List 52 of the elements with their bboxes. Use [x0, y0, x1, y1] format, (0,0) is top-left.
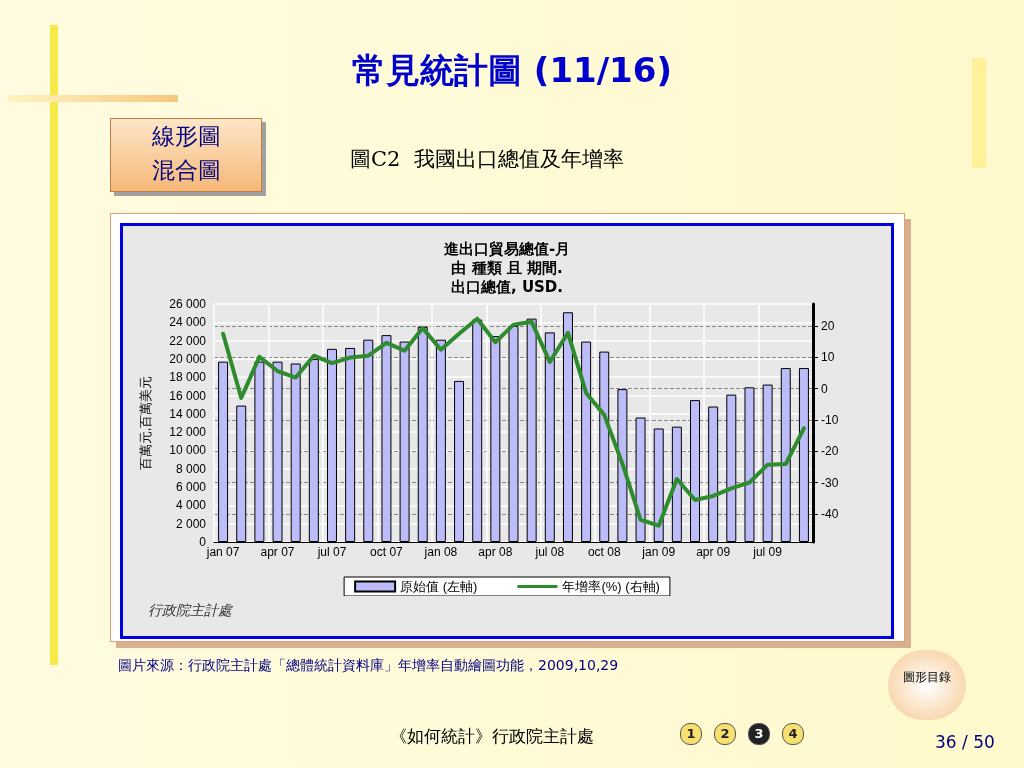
y-tick-label: 26 000 [169, 297, 207, 311]
y-tick-label: 16 000 [169, 388, 207, 403]
text: 行政院主計處 [148, 602, 232, 620]
y-tick-label: 24 000 [169, 315, 207, 330]
text: 2 [714, 723, 736, 745]
y-tick-label: 8 000 [175, 461, 207, 476]
y-tick-label: 10 000 [169, 443, 207, 458]
x-tick-label: apr 07 [260, 545, 295, 559]
x-tick-label: jan 09 [641, 545, 676, 559]
line-series [221, 316, 806, 528]
x-tick-label: apr 09 [696, 545, 731, 559]
text: 1 [680, 723, 702, 745]
text: 混合圖 [150, 156, 222, 185]
y-tick-label: 6 000 [175, 480, 207, 495]
x-tick-label: oct 08 [587, 545, 621, 559]
y2-tick-label: -30 [821, 475, 839, 490]
y-tick-label: 0 [199, 535, 207, 549]
chart-subtitle: 圖C2 我國出口總值及年增率 [350, 146, 624, 173]
text: 線形圖 [150, 122, 222, 151]
y-tick-label: 22 000 [169, 333, 207, 348]
legend-label: 原始值 (左軸) [400, 579, 478, 594]
chart-title: 常見統計圖 (11/16) [351, 49, 673, 92]
text: 3 [748, 723, 770, 745]
y2-tick-label: -20 [821, 444, 839, 459]
text: 《如何統計》行政院主計處 [390, 725, 594, 748]
text: 進出口貿易總值-月 [442, 240, 572, 259]
y-axis-title: 百萬元,百萬美元 [138, 375, 153, 471]
text: 36 / 50 [935, 732, 995, 752]
y2-tick-label: -10 [821, 412, 839, 427]
y-tick-label: 20 000 [169, 351, 207, 366]
x-tick-label: oct 07 [370, 545, 404, 559]
y-tick-label: 12 000 [169, 425, 207, 440]
y-tick-label: 14 000 [169, 406, 207, 421]
x-tick-label: jan 07 [205, 545, 240, 559]
x-tick-label: jul 07 [316, 545, 347, 559]
y2-tick-label: 20 [821, 318, 835, 333]
text: 圖形目錄 [902, 669, 952, 686]
text: 由 種類 且 期間. [450, 259, 564, 278]
x-tick-label: jan 08 [423, 545, 458, 559]
x-tick-label: jul 08 [534, 545, 565, 559]
text: 出口總值, USD. [449, 278, 565, 297]
text: 4 [782, 723, 804, 745]
y-tick-label: 18 000 [169, 370, 207, 385]
text: 圖片來源：行政院主計處「總體統計資料庫」年增率自動繪圖功能，2009,10,29 [118, 657, 619, 675]
x-tick-label: apr 08 [478, 545, 513, 559]
y-tick-label: 4 000 [175, 498, 207, 513]
y2-tick-label: 0 [821, 381, 828, 396]
legend-label: 年增率(%) (右軸) [562, 579, 660, 594]
y-tick-label: 2 000 [175, 516, 207, 531]
y2-tick-label: 10 [821, 350, 835, 365]
x-tick-label: jul 09 [752, 545, 783, 559]
y2-tick-label: -40 [821, 506, 839, 521]
